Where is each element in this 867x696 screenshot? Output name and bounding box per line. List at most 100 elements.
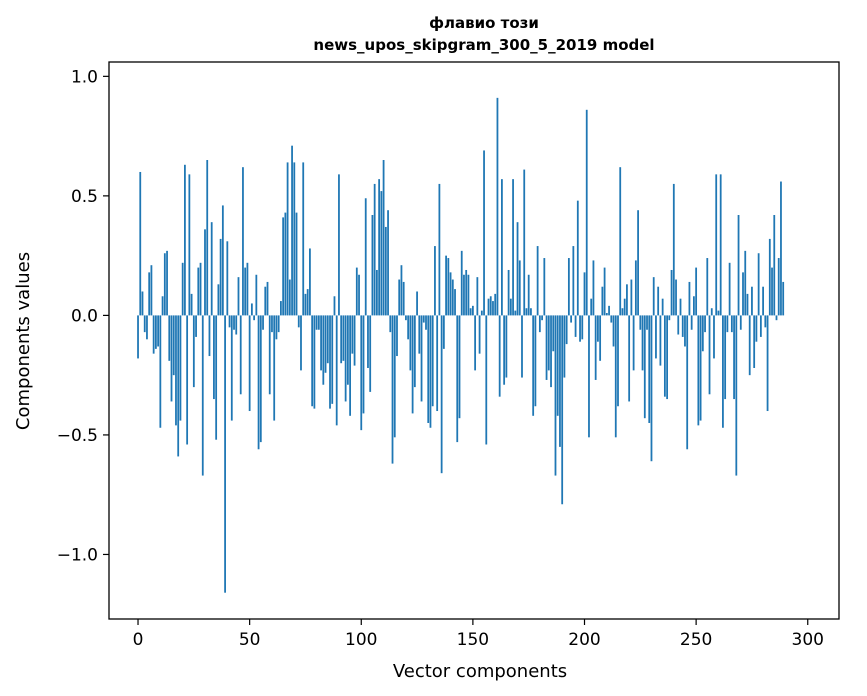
bar	[641, 315, 644, 371]
y-tick-label: −1.0	[57, 545, 98, 565]
bar	[675, 279, 677, 316]
bar	[695, 267, 698, 316]
bar	[398, 279, 401, 316]
bar	[364, 198, 367, 316]
bar	[612, 315, 615, 347]
bar	[188, 174, 191, 316]
bar	[693, 296, 695, 316]
bar	[617, 315, 619, 407]
bar	[369, 315, 372, 392]
bar	[458, 315, 461, 419]
bar	[597, 315, 599, 342]
bar	[657, 286, 660, 316]
bar	[324, 315, 327, 373]
bar	[764, 315, 767, 328]
bar	[280, 301, 282, 316]
bar	[257, 315, 260, 450]
bar	[467, 274, 470, 316]
bar	[534, 315, 537, 407]
bar	[431, 315, 434, 407]
bar	[735, 315, 738, 476]
bar	[648, 315, 651, 423]
bar	[469, 308, 472, 316]
bar	[177, 315, 180, 457]
bar	[753, 315, 756, 368]
bar	[639, 315, 642, 330]
bar	[483, 150, 485, 316]
bar	[722, 315, 724, 428]
bar	[543, 258, 546, 316]
bar	[773, 215, 776, 316]
bar	[373, 183, 376, 316]
bar	[159, 315, 162, 428]
bar	[391, 315, 394, 464]
bar	[255, 274, 258, 316]
bar	[646, 315, 648, 330]
bar	[552, 315, 555, 352]
bar	[505, 315, 508, 378]
y-tick-label: −0.5	[57, 426, 98, 446]
bar	[451, 279, 454, 316]
bar	[603, 267, 606, 316]
x-tick-label: 100	[345, 630, 377, 650]
bar	[210, 222, 213, 316]
bar	[382, 160, 385, 316]
bar	[342, 315, 345, 361]
bar	[594, 315, 597, 380]
bar	[371, 215, 374, 316]
bar	[309, 248, 311, 316]
bar	[496, 97, 499, 316]
bar	[317, 315, 320, 330]
bar	[706, 258, 709, 316]
bar	[538, 315, 541, 333]
bar	[322, 315, 325, 385]
bar	[570, 315, 573, 323]
bar	[523, 169, 526, 316]
bar	[746, 293, 749, 316]
bar	[168, 315, 171, 361]
x-tick-label: 250	[680, 630, 712, 650]
bar	[378, 179, 381, 316]
bar	[681, 315, 684, 337]
bar	[221, 205, 224, 316]
bar	[670, 269, 673, 316]
bar	[313, 315, 316, 409]
bar	[581, 315, 584, 340]
bar	[686, 315, 689, 450]
bar	[440, 315, 443, 474]
bar	[489, 296, 492, 316]
bar	[355, 267, 358, 316]
bar	[411, 315, 414, 414]
bar	[228, 315, 231, 328]
bar	[757, 253, 760, 316]
bar	[338, 174, 340, 316]
bar	[637, 210, 639, 316]
bar	[201, 315, 204, 476]
bar	[445, 255, 447, 316]
bar	[425, 315, 427, 330]
bar	[349, 315, 351, 416]
bar	[574, 315, 577, 337]
bar	[608, 305, 610, 316]
bar	[514, 310, 517, 316]
bar	[521, 315, 523, 378]
bar	[315, 315, 318, 330]
bar	[739, 315, 742, 330]
bar	[271, 315, 273, 333]
bar	[476, 277, 479, 316]
bar	[157, 315, 160, 347]
bar	[333, 296, 336, 316]
bar	[259, 315, 262, 443]
bar	[418, 315, 421, 354]
bars-group	[137, 97, 785, 593]
bar	[518, 260, 521, 316]
bar	[628, 315, 631, 402]
bar	[186, 315, 189, 445]
bar	[771, 267, 773, 316]
bar	[710, 308, 713, 316]
bar	[585, 109, 588, 316]
bar	[565, 315, 568, 345]
bar	[320, 315, 322, 371]
bar	[340, 315, 343, 364]
bar	[460, 250, 463, 316]
